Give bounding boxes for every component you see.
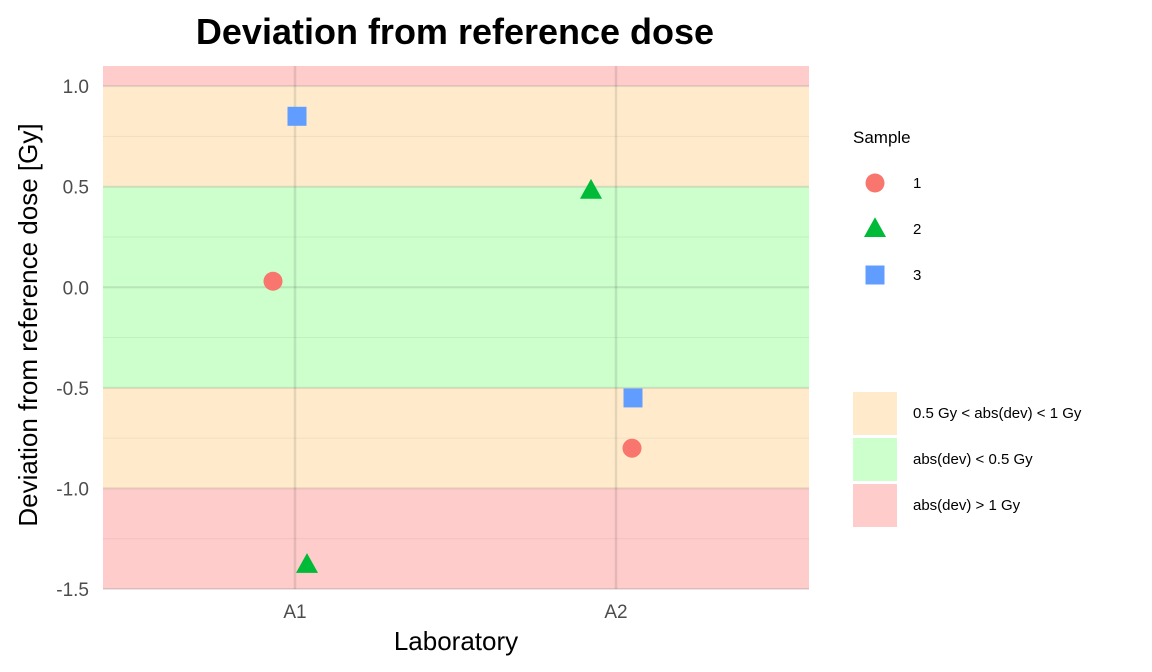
point-sample-2-A1 bbox=[295, 553, 319, 573]
point-sample-1-A1 bbox=[263, 271, 283, 291]
band-0 bbox=[103, 66, 809, 87]
y-tick-label: 0.5 bbox=[63, 178, 89, 199]
x-axis-title: Laboratory bbox=[394, 626, 518, 656]
y-tick-label: -1.0 bbox=[56, 479, 89, 500]
y-ticks: 1.0 0.5 0.0 -0.5 -1.0 -1.5 bbox=[56, 77, 89, 601]
points-layer bbox=[263, 106, 643, 573]
legend-key-1 bbox=[865, 173, 885, 193]
band-4 bbox=[103, 488, 809, 589]
legend-key-3 bbox=[865, 265, 885, 285]
band-legend-label-0: 0.5 Gy < abs(dev) < 1 Gy bbox=[913, 405, 1082, 422]
x-ticks: A1 A2 bbox=[283, 602, 627, 623]
y-tick-label: -1.5 bbox=[56, 580, 89, 601]
band-legend-label-1: abs(dev) < 0.5 Gy bbox=[913, 451, 1033, 468]
band-3 bbox=[103, 387, 809, 489]
legend-label-2: 2 bbox=[913, 221, 921, 238]
band-1 bbox=[103, 86, 809, 187]
x-tick-label: A1 bbox=[283, 602, 306, 623]
band-legend-key-2 bbox=[853, 484, 897, 527]
legend-title: Sample bbox=[853, 128, 911, 147]
y-tick-label: 1.0 bbox=[63, 77, 89, 98]
sample-legend: Sample 1 2 3 bbox=[853, 128, 921, 285]
band-legend-key-0 bbox=[853, 392, 897, 435]
y-tick-label: 0.0 bbox=[63, 278, 89, 299]
point-sample-1-A2 bbox=[622, 438, 642, 458]
y-axis-title: Deviation from reference dose [Gy] bbox=[13, 123, 43, 526]
band-2 bbox=[103, 186, 809, 388]
legend-label-1: 1 bbox=[913, 175, 921, 192]
point-sample-2-A2 bbox=[579, 178, 603, 199]
point-sample-3-A2 bbox=[623, 388, 643, 408]
y-tick-label: -0.5 bbox=[56, 379, 89, 400]
band-legend-label-2: abs(dev) > 1 Gy bbox=[913, 497, 1021, 514]
band-legend: 0.5 Gy < abs(dev) < 1 Gy abs(dev) < 0.5 G… bbox=[853, 392, 1082, 527]
bands-layer bbox=[103, 66, 809, 589]
point-sample-3-A1 bbox=[287, 106, 307, 126]
x-tick-label: A2 bbox=[604, 602, 627, 623]
grid-layer bbox=[103, 66, 809, 590]
legend-label-3: 3 bbox=[913, 267, 921, 284]
chart-title: Deviation from reference dose bbox=[196, 11, 714, 52]
legend-key-2 bbox=[863, 217, 887, 237]
band-legend-key-1 bbox=[853, 438, 897, 481]
